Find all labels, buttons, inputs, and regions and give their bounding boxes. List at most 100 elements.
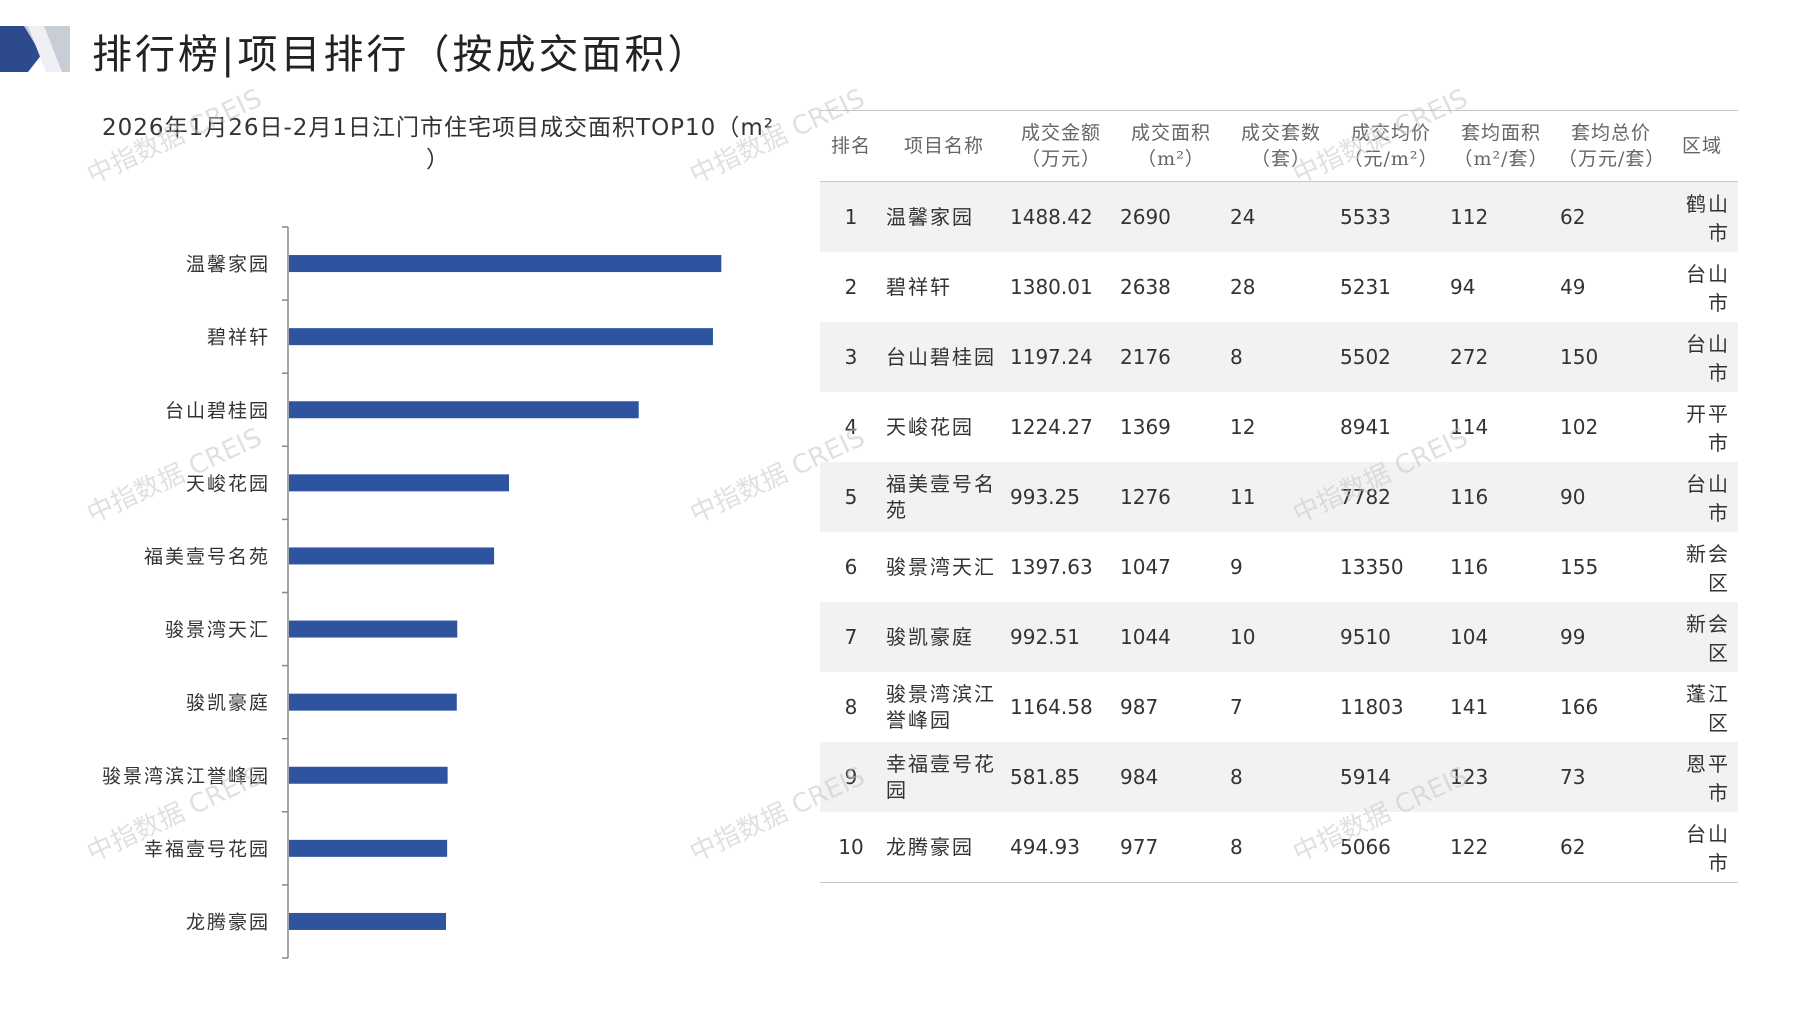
- category-tick-label: 骏凯豪庭: [186, 692, 270, 714]
- page-title: 排行榜|项目排行（按成交面积）: [92, 32, 711, 78]
- table-cell: 977: [1120, 835, 1159, 859]
- column-header: 套均面积 （m²/套）: [1446, 111, 1556, 182]
- table-cell: 984: [1116, 742, 1226, 812]
- table-cell: 1164.58: [1010, 695, 1093, 719]
- table-cell: 10: [1226, 602, 1336, 672]
- column-header-line: 项目名称: [903, 135, 984, 157]
- bar: [289, 693, 457, 711]
- table-cell: 台山市: [1666, 322, 1738, 392]
- column-header-line: （m²/套）: [1453, 148, 1549, 170]
- bar: [289, 474, 510, 492]
- table-row: 2 碧祥轩 1380.01 2638 28 5231 94 49 台山市: [820, 252, 1738, 322]
- table-cell: 5066: [1340, 835, 1391, 859]
- table-cell: 12: [1230, 415, 1256, 439]
- category-tick-label: 天峻花园: [186, 473, 270, 495]
- table-cell: 7782: [1336, 462, 1446, 532]
- table-row: 1 温馨家园 1488.42 2690 24 5533 112 62 鹤山市: [820, 181, 1738, 252]
- table-row: 4 天峻花园 1224.27 1369 12 8941 114 102 开平市: [820, 392, 1738, 462]
- table-cell: 开平市: [1686, 402, 1730, 455]
- table-cell: 49: [1560, 275, 1586, 299]
- table-cell: 2638: [1120, 275, 1171, 299]
- bar: [289, 839, 448, 857]
- table-cell: 鹤山市: [1666, 181, 1738, 252]
- bar: [289, 912, 447, 930]
- column-header-line: 成交金额: [1020, 122, 1101, 144]
- table-cell: 8941: [1340, 415, 1391, 439]
- ranking-table: 排名 项目名称 成交金额 （万元） 成交面积 （m²） 成交套数 （套） 成交均价 （元/m²） 套…: [820, 110, 1738, 883]
- table-cell: 台山碧桂园: [882, 322, 1006, 392]
- table-cell: 2176: [1116, 322, 1226, 392]
- table-cell: 1047: [1120, 555, 1171, 579]
- table-cell: 6: [844, 555, 858, 579]
- table-row: 3 台山碧桂园 1197.24 2176 8 5502 272 150 台山市: [820, 322, 1738, 392]
- category-tick-label: 温馨家园: [186, 254, 270, 276]
- column-header: 排名: [820, 111, 882, 182]
- bar: [289, 328, 713, 346]
- table-cell: 494.93: [1010, 835, 1080, 859]
- column-header: 项目名称: [882, 111, 1006, 182]
- table-cell: 骏凯豪庭: [882, 602, 1006, 672]
- table-cell: 龙腾豪园: [886, 835, 974, 859]
- table-cell: 28: [1230, 275, 1256, 299]
- table-cell: 5231: [1340, 275, 1391, 299]
- table-cell: 104: [1446, 602, 1556, 672]
- table-cell: 13350: [1340, 555, 1404, 579]
- table-cell: 温馨家园: [882, 181, 1006, 252]
- table-cell: 台山市: [1686, 262, 1730, 315]
- table-cell: 1044: [1116, 602, 1226, 672]
- column-header-line: （套）: [1250, 148, 1311, 170]
- table-cell: 5914: [1336, 742, 1446, 812]
- table-cell: 碧祥轩: [886, 275, 952, 299]
- table-row: 5 福美壹号名苑 993.25 1276 11 7782 116 90 台山市: [820, 462, 1738, 532]
- table-cell: 11803: [1340, 695, 1404, 719]
- column-header-line: （m²）: [1137, 148, 1205, 170]
- table-cell: 1488.42: [1006, 181, 1116, 252]
- logo-mark: [0, 26, 70, 72]
- chart-title-line2: ）: [426, 147, 450, 173]
- column-header: 成交套数 （套）: [1226, 111, 1336, 182]
- table-cell: 9: [820, 742, 882, 812]
- column-header: 成交金额 （万元）: [1006, 111, 1116, 182]
- table-cell: 福美壹号名苑: [882, 462, 1006, 532]
- table-cell: 1: [820, 181, 882, 252]
- table-cell: 幸福壹号花园: [882, 742, 1006, 812]
- table-cell: 112: [1446, 181, 1556, 252]
- category-tick-label: 幸福壹号花园: [144, 838, 270, 860]
- table-cell: 1197.24: [1006, 322, 1116, 392]
- table-cell: 1224.27: [1010, 415, 1093, 439]
- table-cell: 116: [1446, 462, 1556, 532]
- table-cell: 166: [1560, 695, 1599, 719]
- column-header-line: 成交均价: [1350, 122, 1431, 144]
- table-cell: 114: [1450, 415, 1489, 439]
- table-row: 8 骏景湾滨江誉峰园 1164.58 987 7 11803 141 166 蓬江区: [820, 672, 1738, 742]
- table-cell: 11: [1226, 462, 1336, 532]
- table-cell: 3: [820, 322, 882, 392]
- column-header-line: 成交套数: [1240, 122, 1321, 144]
- table-cell: 272: [1446, 322, 1556, 392]
- column-header-line: （万元/套）: [1558, 148, 1666, 170]
- table-header-row: 排名 项目名称 成交金额 （万元） 成交面积 （m²） 成交套数 （套） 成交均价 （元/m²） 套…: [820, 110, 1738, 182]
- table-cell: 8: [1226, 742, 1336, 812]
- table-cell: 987: [1120, 695, 1159, 719]
- table-cell: 581.85: [1006, 742, 1116, 812]
- table-cell: 116: [1450, 555, 1489, 579]
- column-header-line: （万元）: [1020, 148, 1101, 170]
- table-cell: 5: [820, 462, 882, 532]
- table-cell: 141: [1450, 695, 1489, 719]
- table-cell: 2: [844, 275, 858, 299]
- chart-title-line1: 2026年1月26日-2月1日江门市住宅项目成交面积TOP10（m²: [102, 115, 774, 141]
- table-cell: 62: [1556, 181, 1666, 252]
- bar: [289, 547, 495, 565]
- table-cell: 7: [1230, 695, 1243, 719]
- table-cell: 94: [1450, 275, 1476, 299]
- table-cell: 73: [1556, 742, 1666, 812]
- table-cell: 蓬江区: [1686, 682, 1730, 735]
- table-cell: 骏景湾天汇: [886, 555, 996, 579]
- column-header-line: 成交面积: [1130, 122, 1211, 144]
- column-header-line: 区域: [1681, 135, 1722, 157]
- table-cell: 4: [844, 415, 858, 439]
- table-cell: 天峻花园: [886, 415, 974, 439]
- table-cell: 10: [838, 835, 864, 859]
- column-header-line: （元/m²）: [1343, 148, 1439, 170]
- table-cell: 新会区: [1686, 542, 1730, 595]
